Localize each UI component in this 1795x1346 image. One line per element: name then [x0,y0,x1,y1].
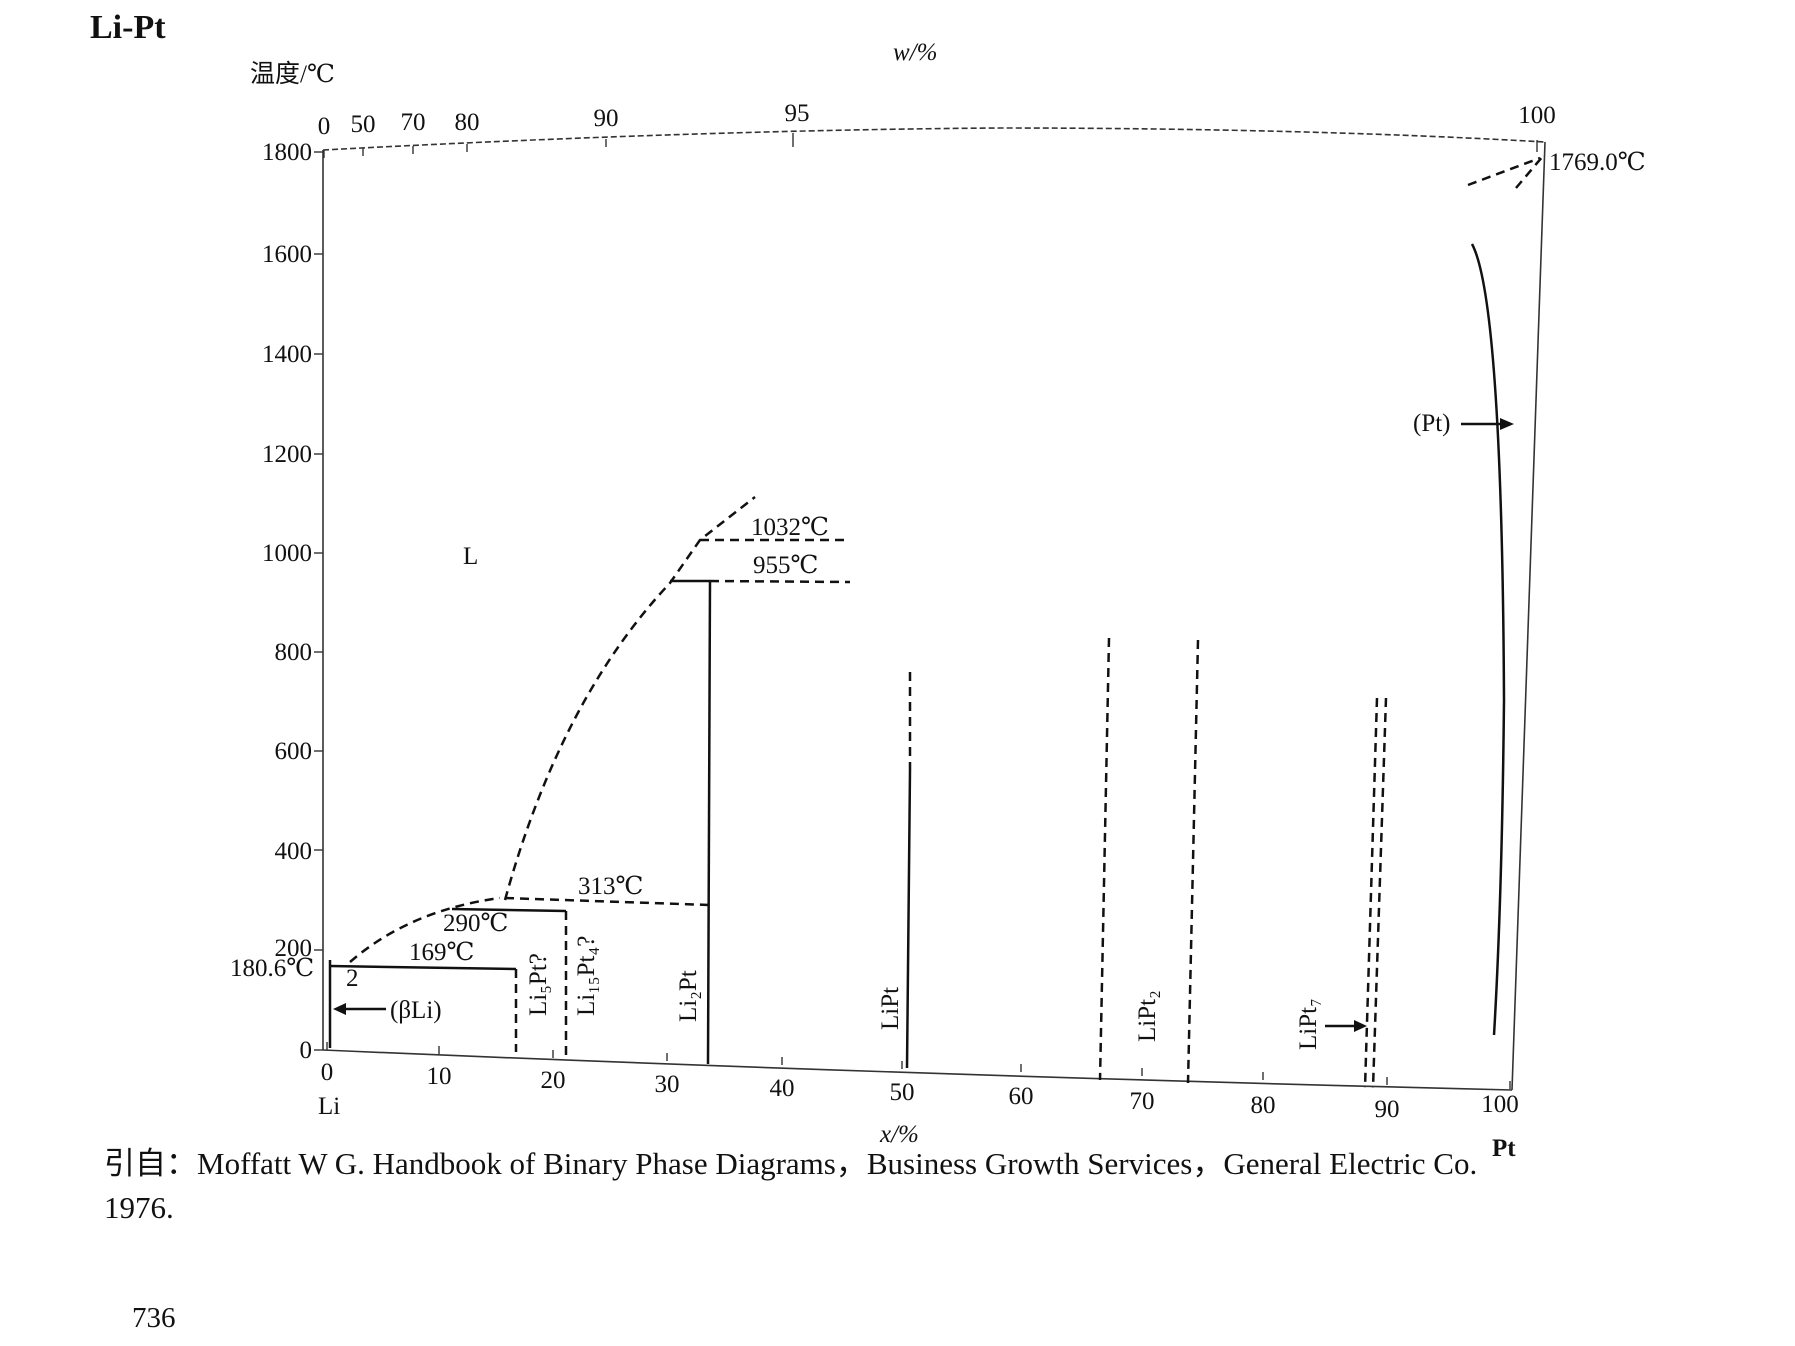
citation: 引自：Moffatt W G. Handbook of Binary Phase… [104,1142,1704,1230]
y-tick-label: 1800 [262,139,312,166]
liquidus-line [503,496,756,901]
top-tick-label: 100 [1518,102,1556,129]
lipt7-right-line [1371,697,1388,1089]
arrow-head [1500,418,1514,430]
lipt7-left-line [1363,697,1379,1089]
li2pt-label: Li₂Pt [675,970,702,1022]
y-tick-label: 200 [275,935,313,962]
y-tick-label: 800 [275,639,313,666]
arrow-head [1354,1020,1367,1032]
peritectic-955-line [709,579,851,584]
y-tick-label: 600 [275,738,313,765]
top-tick-label: 50 [351,111,376,138]
bottom-tick-label: 40 [770,1075,795,1102]
lipt2-right-line [1186,639,1200,1084]
temp-955-label: 955℃ [753,552,818,579]
diagram-title: Li-Pt [90,9,166,46]
y-tick-label: 0 [300,1037,313,1064]
bottom-tick-label: 100 [1481,1091,1519,1118]
li5pt-label: Li₅Pt? [525,953,552,1016]
liquidus-low [349,896,501,963]
label-two: 2 [346,965,359,992]
bottom-tick-label: 10 [427,1063,452,1090]
bottom-tick-label: 80 [1251,1092,1276,1119]
top-tick-label: 70 [401,109,426,136]
bottom-tick-label: 30 [655,1071,680,1098]
arrow-head [333,1003,346,1015]
temp-313-label: 313℃ [578,873,643,900]
y-tick-label: 1000 [262,540,312,567]
temp-169-label: 169℃ [409,939,474,966]
left-end-label: Li [318,1093,340,1120]
peritectic-290-line [451,907,567,913]
bottom-tick-label: 0 [321,1059,334,1086]
top-axis [322,127,1546,151]
peritectic-313-line [504,896,711,907]
top-tick-label: 95 [785,100,810,127]
top-tick-label: 90 [594,105,619,132]
phase-lines [328,155,1544,1089]
li15pt4-label: Li₁₅Pt₄? [573,936,600,1016]
bottom-tick-label: 20 [541,1067,566,1094]
y-tick-label: 1600 [262,241,312,268]
lipt7-label: LiPt₇ [1295,998,1322,1050]
li2pt-line [706,580,712,1065]
beta-li-label: (βLi) [390,997,442,1024]
bottom-tick-label: 70 [1130,1088,1155,1115]
bottom-ticks: 0 10 20 30 40 50 60 70 80 90 100 [321,1042,1519,1123]
right-axis [1511,141,1546,1091]
bottom-tick-label: 60 [1009,1083,1034,1110]
lipt-label: LiPt [877,987,904,1030]
lipt2-left-line [1098,637,1111,1081]
annotations: L 1032℃ 955℃ 313℃ 290℃ 169℃ 180.6℃ 1769.… [230,149,1646,1024]
top-tick-label: 80 [455,109,480,136]
y-tick-label: 1400 [262,341,312,368]
temp-1032-label: 1032℃ [751,514,829,541]
phase-labels: Li₅Pt? Li₁₅Pt₄? Li₂Pt LiPt LiPt₂ LiPt₇ [525,936,1322,1050]
lipt-line [905,769,912,1069]
citation-line-1: 引自：Moffatt W G. Handbook of Binary Phase… [104,1146,1478,1181]
pt-solvus-line [1470,243,1506,1036]
liquid-label: L [463,543,478,570]
temp-290-label: 290℃ [443,910,508,937]
lipt2-label: LiPt₂ [1134,990,1161,1042]
eutectic-169-line [329,964,517,971]
y-ticks: 0 200 400 600 800 1000 1200 1400 1600 18… [262,139,323,1064]
y-tick-label: 1200 [262,441,312,468]
top-ticks: 0 50 70 80 90 95 100 [318,100,1556,158]
y-axis-label: 温度/℃ [250,60,335,88]
temp-1769-label: 1769.0℃ [1549,149,1646,176]
temp-180-label: 180.6℃ [230,955,314,982]
bottom-axis [322,1049,1513,1091]
bottom-axis-label: x/% [879,1121,919,1148]
y-tick-label: 400 [275,838,313,865]
arrows [333,418,1514,1032]
bottom-tick-label: 50 [890,1079,915,1106]
page-number: 736 [132,1302,176,1334]
bottom-tick-label: 90 [1375,1096,1400,1123]
pt-phase-label: (Pt) [1413,410,1451,437]
citation-line-2: 1976. [104,1190,174,1225]
top-axis-label: w/% [893,39,937,66]
pt-liquidus-top [1467,156,1541,187]
right-end-label: Pt [1492,1135,1516,1162]
top-tick-label: 0 [318,113,331,140]
pt-solidus-top [1515,155,1544,189]
